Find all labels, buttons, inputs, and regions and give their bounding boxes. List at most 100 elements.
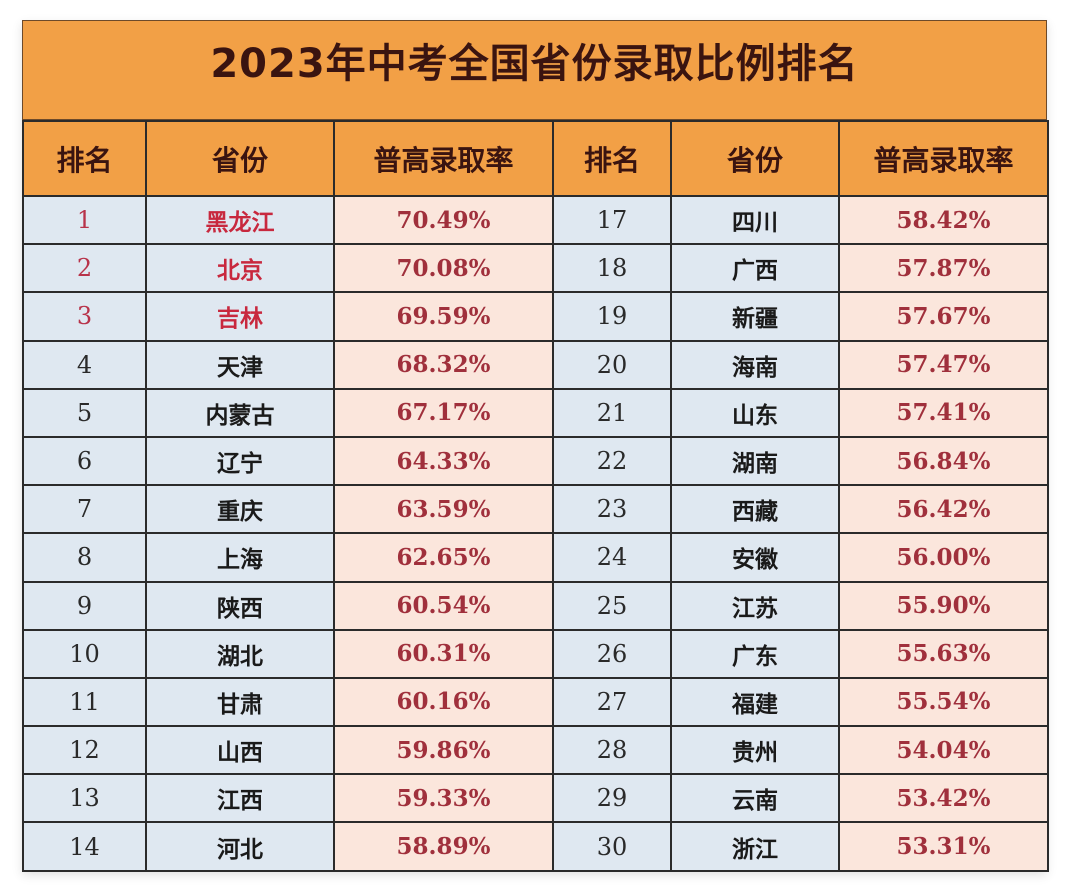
left-rank-cell: 4	[22, 339, 147, 390]
header-province-right: 省份	[670, 120, 840, 197]
table-row: 7 重庆 63.59% 23 西藏 56.42%	[22, 484, 1049, 535]
right-rate-cell: 57.87%	[838, 243, 1049, 294]
left-rank-cell: 12	[22, 725, 147, 776]
header-rank-right: 排名	[552, 120, 672, 197]
left-rate-cell: 60.31%	[333, 628, 554, 679]
ranking-sheet: 2023年中考全国省份录取比例排名 排名 省份 普高录取率 排名 省份 普高录取…	[22, 20, 1049, 872]
left-province-cell: 北京	[145, 243, 335, 294]
right-province-cell: 贵州	[670, 725, 840, 776]
right-rank-cell: 30	[552, 821, 672, 872]
right-province-cell: 广西	[670, 243, 840, 294]
left-province-cell: 重庆	[145, 484, 335, 535]
left-rank-cell: 5	[22, 387, 147, 438]
right-rank-cell: 27	[552, 676, 672, 728]
right-province-cell: 湖南	[670, 435, 840, 487]
right-rank-cell: 18	[552, 243, 672, 294]
left-rate-cell: 60.16%	[333, 676, 554, 728]
title-band: 2023年中考全国省份录取比例排名	[22, 20, 1047, 120]
left-province-cell: 黑龙江	[145, 194, 335, 246]
left-rank-cell: 2	[22, 243, 147, 294]
right-province-cell: 山东	[670, 387, 840, 438]
right-rank-cell: 19	[552, 291, 672, 342]
left-rate-cell: 62.65%	[333, 532, 554, 583]
right-rate-cell: 58.42%	[838, 194, 1049, 246]
left-rate-cell: 67.17%	[333, 387, 554, 438]
right-province-cell: 江苏	[670, 580, 840, 631]
header-rate-left: 普高录取率	[333, 120, 554, 197]
right-rank-cell: 17	[552, 194, 672, 246]
left-rank-cell: 11	[22, 676, 147, 728]
left-province-cell: 河北	[145, 821, 335, 872]
right-province-cell: 云南	[670, 773, 840, 824]
right-province-cell: 四川	[670, 194, 840, 246]
right-rate-cell: 53.31%	[838, 821, 1049, 872]
table-row: 14 河北 58.89% 30 浙江 53.31%	[22, 821, 1049, 872]
right-province-cell: 广东	[670, 628, 840, 679]
right-province-cell: 新疆	[670, 291, 840, 342]
table-row: 8 上海 62.65% 24 安徽 56.00%	[22, 532, 1049, 583]
left-province-cell: 辽宁	[145, 435, 335, 487]
table-row: 5 内蒙古 67.17% 21 山东 57.41%	[22, 387, 1049, 438]
table-row: 11 甘肃 60.16% 27 福建 55.54%	[22, 676, 1049, 728]
table-row: 6 辽宁 64.33% 22 湖南 56.84%	[22, 435, 1049, 487]
left-rate-cell: 60.54%	[333, 580, 554, 631]
table-row: 3 吉林 69.59% 19 新疆 57.67%	[22, 291, 1049, 342]
table-row: 10 湖北 60.31% 26 广东 55.63%	[22, 628, 1049, 679]
right-province-cell: 安徽	[670, 532, 840, 583]
ranking-table: 排名 省份 普高录取率 排名 省份 普高录取率 1 黑龙江 70.49% 17 四川 58…	[22, 120, 1049, 872]
left-rank-cell: 10	[22, 628, 147, 679]
left-rate-cell: 68.32%	[333, 339, 554, 390]
right-province-cell: 西藏	[670, 484, 840, 535]
left-rank-cell: 13	[22, 773, 147, 824]
right-province-cell: 福建	[670, 676, 840, 728]
right-rate-cell: 55.90%	[838, 580, 1049, 631]
left-rate-cell: 63.59%	[333, 484, 554, 535]
table-row: 13 江西 59.33% 29 云南 53.42%	[22, 773, 1049, 824]
left-rank-cell: 14	[22, 821, 147, 872]
left-province-cell: 湖北	[145, 628, 335, 679]
table-body: 1 黑龙江 70.49% 17 四川 58.42% 2 北京 70.08% 18 广西 57.87% 3…	[22, 194, 1049, 872]
right-rate-cell: 55.54%	[838, 676, 1049, 728]
table-row: 4 天津 68.32% 20 海南 57.47%	[22, 339, 1049, 390]
right-rank-cell: 20	[552, 339, 672, 390]
right-rate-cell: 55.63%	[838, 628, 1049, 679]
page-title: 2023年中考全国省份录取比例排名	[210, 41, 859, 87]
left-rank-cell: 9	[22, 580, 147, 631]
header-rate-right: 普高录取率	[838, 120, 1049, 197]
right-rank-cell: 28	[552, 725, 672, 776]
left-rank-cell: 1	[22, 194, 147, 246]
right-rank-cell: 22	[552, 435, 672, 487]
left-rate-cell: 59.86%	[333, 725, 554, 776]
right-province-cell: 浙江	[670, 821, 840, 872]
right-rate-cell: 57.67%	[838, 291, 1049, 342]
left-province-cell: 内蒙古	[145, 387, 335, 438]
right-rate-cell: 54.04%	[838, 725, 1049, 776]
right-rate-cell: 56.84%	[838, 435, 1049, 487]
left-rate-cell: 69.59%	[333, 291, 554, 342]
right-rank-cell: 24	[552, 532, 672, 583]
right-rank-cell: 23	[552, 484, 672, 535]
left-rate-cell: 58.89%	[333, 821, 554, 872]
right-rank-cell: 29	[552, 773, 672, 824]
left-province-cell: 甘肃	[145, 676, 335, 728]
left-rank-cell: 3	[22, 291, 147, 342]
right-province-cell: 海南	[670, 339, 840, 390]
left-province-cell: 天津	[145, 339, 335, 390]
left-province-cell: 陕西	[145, 580, 335, 631]
table-row: 1 黑龙江 70.49% 17 四川 58.42%	[22, 194, 1049, 246]
right-rate-cell: 57.47%	[838, 339, 1049, 390]
table-row: 12 山西 59.86% 28 贵州 54.04%	[22, 725, 1049, 776]
left-province-cell: 山西	[145, 725, 335, 776]
left-rate-cell: 59.33%	[333, 773, 554, 824]
left-rank-cell: 8	[22, 532, 147, 583]
left-province-cell: 上海	[145, 532, 335, 583]
left-rate-cell: 64.33%	[333, 435, 554, 487]
header-province-left: 省份	[145, 120, 335, 197]
right-rank-cell: 25	[552, 580, 672, 631]
left-rate-cell: 70.49%	[333, 194, 554, 246]
left-rank-cell: 7	[22, 484, 147, 535]
left-province-cell: 江西	[145, 773, 335, 824]
left-rank-cell: 6	[22, 435, 147, 487]
table-row: 9 陕西 60.54% 25 江苏 55.90%	[22, 580, 1049, 631]
right-rate-cell: 56.42%	[838, 484, 1049, 535]
